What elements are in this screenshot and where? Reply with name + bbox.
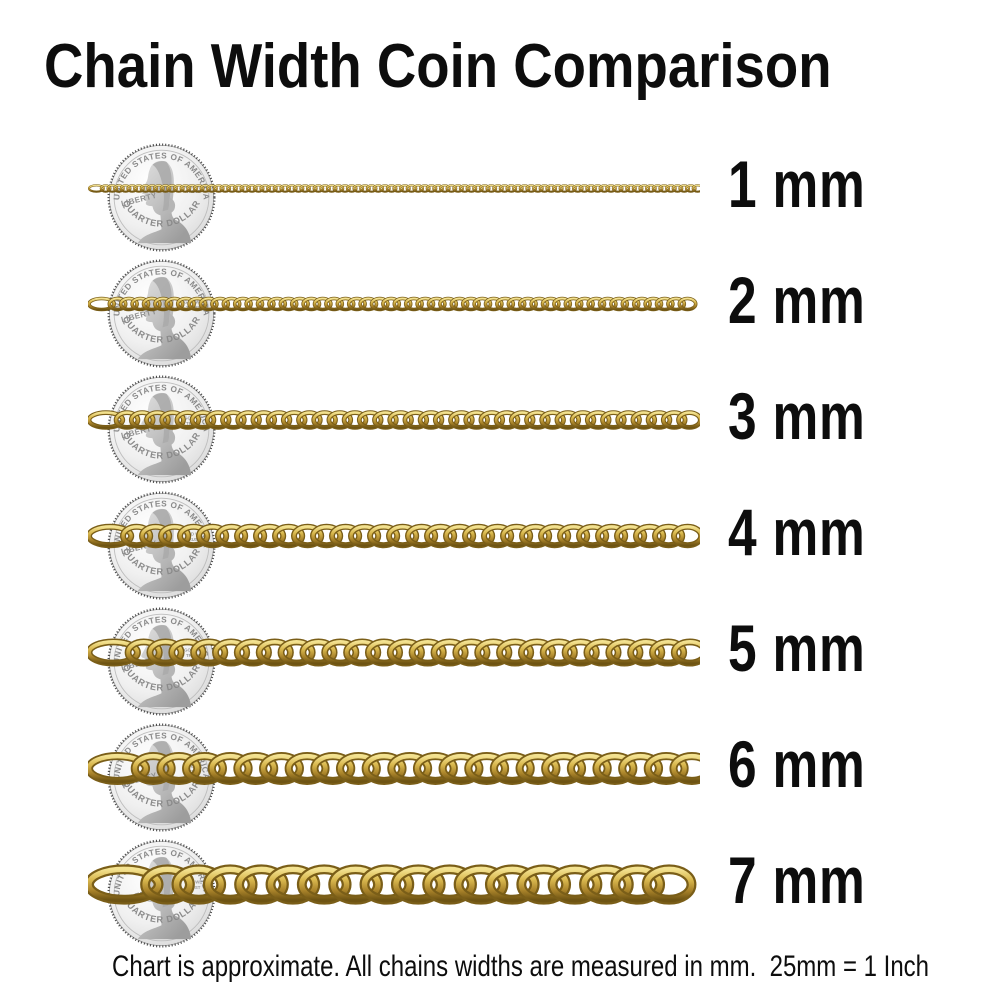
gold-chain-1mm <box>88 183 700 193</box>
chain-width-label-3mm: 3 mm <box>728 379 866 453</box>
gold-chain-3mm <box>88 410 700 430</box>
gold-chain-2mm <box>88 296 698 312</box>
gold-chain-7mm <box>88 863 697 905</box>
chain-width-label-2mm: 2 mm <box>728 263 866 337</box>
chain-width-label-1mm: 1 mm <box>728 147 866 221</box>
chain-width-label-7mm: 7 mm <box>728 843 866 917</box>
gold-chain-5mm <box>88 637 700 667</box>
chain-width-label-5mm: 5 mm <box>728 611 866 685</box>
chain-width-label-4mm: 4 mm <box>728 495 866 569</box>
page-title-text: Chain Width Coin Comparison <box>44 32 832 101</box>
page-title: Chain Width Coin Comparison <box>44 30 939 104</box>
gold-chain-4mm <box>88 523 700 549</box>
chain-width-label-6mm: 6 mm <box>728 727 866 801</box>
gold-chain-6mm <box>88 751 700 785</box>
footer-note: Chart is approximate. All chains widths … <box>112 950 1000 984</box>
footer-note-text: Chart is approximate. All chains widths … <box>112 950 930 983</box>
